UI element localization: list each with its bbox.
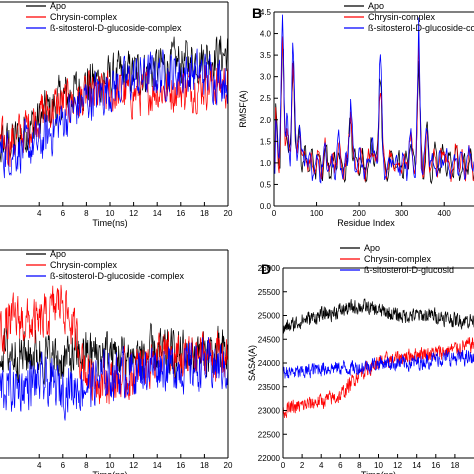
- x-tick-label: 12: [129, 209, 138, 218]
- plot-area: [0, 35, 228, 179]
- x-tick-label: 18: [450, 461, 459, 470]
- chart-panel-3: 4 6 8 10 12 14 16 18 20 Time(ns) ApoChrysin-comple…: [0, 249, 233, 474]
- x-tick-label: 14: [412, 461, 421, 470]
- x-tick-label: 4: [37, 461, 42, 470]
- series-line-3: [0, 336, 228, 421]
- x-tick-label: 4: [37, 209, 42, 218]
- y-tick-label: 24500: [258, 335, 281, 344]
- x-tick-label: 18: [200, 209, 209, 218]
- x-tick-label: 100: [310, 209, 324, 218]
- legend-label: Chrysin-complex: [368, 12, 436, 22]
- y-tick-label: 2.5: [260, 94, 272, 103]
- x-tick-label: 18: [200, 461, 209, 470]
- x-tick-label: 0: [281, 461, 286, 470]
- x-tick-label: 6: [338, 461, 343, 470]
- x-tick-label: 14: [153, 209, 162, 218]
- legend: ApoChrysin-complexß-sitosterol-D-glucosi…: [26, 249, 185, 281]
- x-tick-label: 10: [106, 209, 115, 218]
- chart-panel-2: 0 100 200 300 400 0.0 0.5 1.0 1.5 2.0 2.5 3.0 3.5 4.0…: [238, 1, 474, 228]
- x-tick-label: 12: [129, 461, 138, 470]
- legend-label: Chrysin-complex: [50, 260, 118, 270]
- plot-area: [0, 284, 228, 421]
- x-tick-label: 8: [84, 209, 89, 218]
- series-line-3: [0, 48, 228, 179]
- y-tick-label: 26000: [258, 264, 281, 273]
- x-tick-label: 4: [319, 461, 324, 470]
- chart-panel-1: 4 6 8 10 12 14 16 18 20 Time(ns) ApoChrysin-comple…: [0, 1, 233, 228]
- x-axis-label: Time(ns): [92, 470, 127, 474]
- x-tick-label: 14: [153, 461, 162, 470]
- y-tick-label: 2.0: [260, 116, 272, 125]
- y-tick-label: 25500: [258, 288, 281, 297]
- y-tick-label: 3.0: [260, 73, 272, 82]
- legend-label: Apo: [368, 1, 384, 11]
- series-line-2: [0, 284, 228, 405]
- x-tick-label: 6: [61, 209, 66, 218]
- y-tick-label: 25000: [258, 312, 281, 321]
- x-axis-label: Residue Index: [337, 218, 395, 228]
- y-tick-label: 0.5: [260, 180, 272, 189]
- x-axis-label: Time(ns): [92, 218, 127, 228]
- x-tick-label: 16: [176, 209, 185, 218]
- y-tick-label: 23500: [258, 383, 281, 392]
- legend-label: ß-sitosterol-D-glucoside-complex: [368, 23, 474, 33]
- y-tick-label: 22000: [258, 454, 281, 463]
- y-tick-label: 22500: [258, 430, 281, 439]
- y-tick-label: 24000: [258, 359, 281, 368]
- legend-label: Chrysin-complex: [364, 254, 432, 264]
- panel-letter: D: [261, 261, 271, 277]
- x-axis-label: Time(ns): [361, 470, 396, 474]
- legend: ApoChrysin-complexß-sitosterol-D-glucosi…: [26, 1, 182, 33]
- y-tick-label: 23000: [258, 407, 281, 416]
- y-tick-label: 1.5: [260, 137, 272, 146]
- x-tick-label: 200: [352, 209, 366, 218]
- y-tick-label: 4.5: [260, 8, 272, 17]
- x-tick-label: 8: [84, 461, 89, 470]
- y-axis-label: RMSF(A): [238, 90, 248, 128]
- x-tick-label: 20: [224, 461, 233, 470]
- legend: ApoChrysin-complexß-sitosterol-D-glucosi…: [340, 243, 454, 275]
- chart-panel-4: 0 2 4 6 8 10 12 14 16 18 22000 22500 23000 23500 24000…: [247, 243, 474, 474]
- x-tick-label: 16: [176, 461, 185, 470]
- legend-label: Apo: [50, 249, 66, 259]
- x-tick-label: 0: [272, 209, 277, 218]
- y-tick-label: 1.0: [260, 159, 272, 168]
- legend-label: Chrysin-complex: [50, 12, 118, 22]
- series-line-1: [283, 298, 474, 334]
- y-tick-label: 3.5: [260, 51, 272, 60]
- series-line-2: [274, 36, 474, 182]
- series-line-1: [0, 35, 228, 163]
- series-line-3: [283, 349, 474, 379]
- x-tick-label: 20: [224, 209, 233, 218]
- x-tick-label: 10: [106, 461, 115, 470]
- plot-area: [274, 14, 474, 185]
- x-tick-label: 12: [393, 461, 402, 470]
- series-line-3: [274, 14, 474, 184]
- x-tick-label: 300: [395, 209, 409, 218]
- x-tick-label: 6: [61, 461, 66, 470]
- x-tick-label: 16: [431, 461, 440, 470]
- x-tick-label: 10: [374, 461, 383, 470]
- y-tick-label: 4.0: [260, 30, 272, 39]
- y-tick-label: 0.0: [260, 202, 272, 211]
- legend-label: ß-sitosterol-D-glucoside-complex: [50, 23, 182, 33]
- x-tick-label: 400: [438, 209, 452, 218]
- legend-label: ß-sitosterol-D-glucoside -complex: [50, 271, 185, 281]
- x-tick-label: 8: [357, 461, 362, 470]
- plot-area: [283, 298, 474, 419]
- legend-label: ß-sitosterol-D-glucosid: [364, 265, 454, 275]
- x-tick-label: 2: [300, 461, 305, 470]
- legend: ApoChrysin-complexß-sitosterol-D-glucosi…: [344, 1, 474, 33]
- legend-label: Apo: [50, 1, 66, 11]
- legend-label: Apo: [364, 243, 380, 253]
- y-axis-label: SASA(A): [247, 345, 257, 381]
- series-line-2: [283, 337, 474, 419]
- panel-letter: B: [252, 5, 262, 21]
